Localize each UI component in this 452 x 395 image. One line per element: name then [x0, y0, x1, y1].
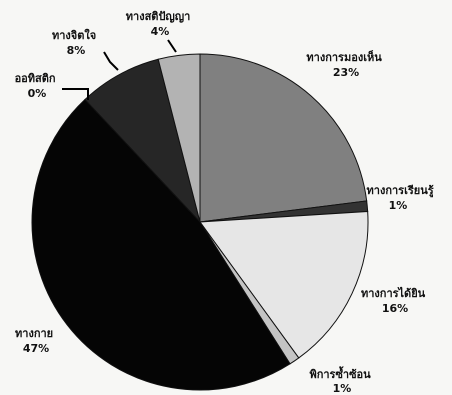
pie-slice-visual	[199, 53, 368, 223]
slice-label-multiple: พิการซ้ำซ้อน 1%	[309, 366, 374, 395]
slice-label-learning: ทางการเรียนรู้ 1%	[367, 184, 438, 212]
pie-slice-hearing	[199, 210, 369, 359]
pie-slice-physical	[31, 98, 291, 391]
leader-line-autism	[62, 88, 89, 100]
slice-label-physical: ทางกาย 47%	[15, 327, 57, 355]
leader-line-intellectual	[167, 39, 177, 53]
leader-line-mental	[103, 51, 119, 71]
slice-label-hearing: ทางการได้ยิน 16%	[361, 286, 429, 315]
slice-label-mental: ทางจิตใจ 8%	[52, 28, 100, 57]
slice-label-intellectual: ทางสติปัญญา 4%	[126, 10, 194, 38]
pie-slice-intellectual	[157, 53, 201, 223]
slice-label-autism: ออทิสติก 0%	[15, 72, 60, 100]
slice-label-visual: ทางการมองเห็น 23%	[306, 50, 385, 79]
